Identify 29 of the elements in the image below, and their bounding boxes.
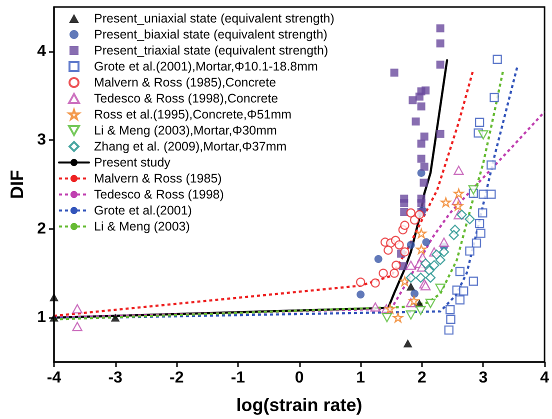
y-tick-label: 1 xyxy=(37,309,46,326)
legend-label: Malvern & Ross (1985),Concrete xyxy=(94,76,276,90)
legend-label: Present_biaxial state (equivalent strength) xyxy=(94,28,328,42)
legend-label: Tedesco & Ross (1998),Concrete xyxy=(94,92,278,106)
y-axis-title: DIF xyxy=(7,170,27,199)
legend-label: Grote et al.(2001),Mortar,Φ10.1-18.8mm xyxy=(94,60,318,74)
y-tick-label: 4 xyxy=(37,42,46,60)
x-tick-label: -4 xyxy=(46,370,62,386)
x-tick-label: 3 xyxy=(478,370,488,386)
x-tick-label: -1 xyxy=(230,370,246,386)
x-tick-label: 2 xyxy=(417,370,426,386)
x-tick-label: -2 xyxy=(170,370,184,386)
x-tick-label: -3 xyxy=(108,370,123,386)
legend-label: Zhang et al. (2009),Mortar,Φ37mm xyxy=(94,140,287,154)
legend-label: Present_triaxial state (equivalent strength) xyxy=(94,44,328,58)
legend-label: Malvern & Ross (1985) xyxy=(94,172,222,186)
legend-label: Grote et al.(2001) xyxy=(94,204,192,218)
legend-label: Li & Meng (2003),Mortar,Φ30mm xyxy=(94,124,277,138)
x-tick-label: 1 xyxy=(356,370,366,386)
legend-label: Ross et al.(1995),Concrete,Φ51mm xyxy=(94,108,292,122)
x-tick-label: 4 xyxy=(540,370,550,386)
y-tick-label: 3 xyxy=(37,132,46,149)
x-axis-title: log(strain rate) xyxy=(236,395,362,415)
y-tick-label: 2 xyxy=(37,220,46,238)
legend-label: Li & Meng (2003) xyxy=(94,220,190,234)
x-tick-label: 0 xyxy=(294,370,304,386)
legend-label: Present study xyxy=(94,156,172,170)
legend-label: Present_uniaxial state (equivalent strength) xyxy=(94,12,334,26)
legend-label: Tedesco & Ross (1998) xyxy=(94,188,224,202)
